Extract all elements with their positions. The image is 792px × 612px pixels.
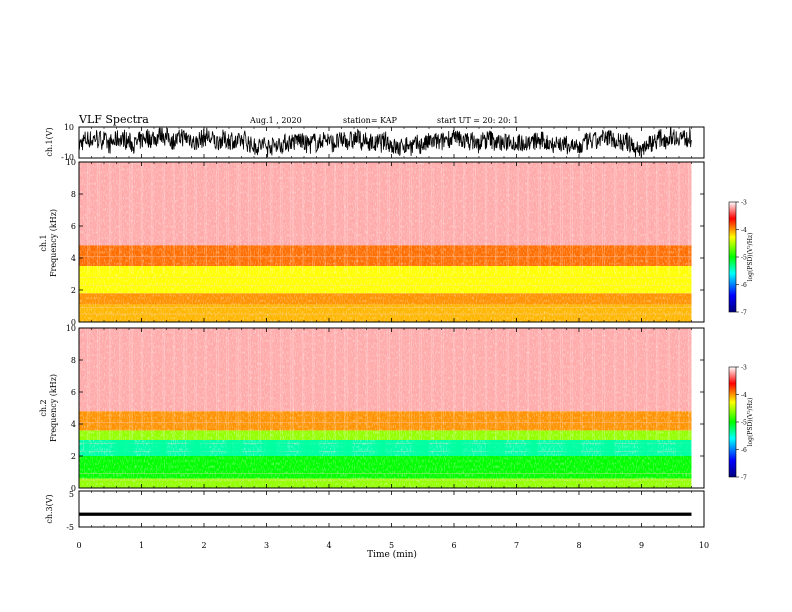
colorbar-tick-label: -5	[741, 420, 747, 427]
ch2-spectrogram-channel-label: ch.2	[39, 399, 48, 416]
ch1-colorbar-ticks: -3 -4 -5 -6 -7	[736, 200, 747, 317]
ch3-ytick-bottom: -5	[66, 523, 74, 532]
spectrogram-cyan-patch	[153, 440, 168, 456]
ytick-label: 8	[71, 356, 76, 365]
ch1-ylabel: ch.1(V)	[45, 127, 54, 156]
colorbar-tick-label: -4	[741, 227, 747, 234]
ytick-label: 10	[66, 158, 76, 167]
time-tick-label: 7	[514, 541, 519, 550]
colorbar-tick-label: -6	[741, 447, 747, 454]
time-tick-label: 6	[451, 541, 456, 550]
time-tick-label: 0	[76, 541, 81, 550]
time-tick-label: 10	[699, 541, 709, 550]
time-axis-tick-labels: 0 1 2 3 4 5 6 7 8 9 10	[76, 541, 709, 550]
ch2-spectrogram-ylabel: Frequency (kHz)	[49, 374, 58, 442]
date-label: Aug.1 , 2020	[249, 116, 302, 125]
spectrogram-cyan-patch	[339, 440, 353, 456]
ch1-ytick-bottom: -10	[61, 153, 74, 162]
spectrogram-cyan-patch	[150, 440, 156, 456]
spectrogram-cyan-patch	[638, 440, 648, 456]
ytick-label: 0	[71, 484, 76, 493]
spectrogram-noise	[79, 162, 692, 322]
colorbar-tick-label: -6	[741, 282, 747, 289]
ch2-spectrogram-yticks: 0 2 4 6 8 10	[66, 324, 704, 493]
spectrogram-empty-tail	[691, 162, 704, 322]
ch1-colorbar-label: log(PSD)(V²/Hz)	[747, 233, 754, 282]
figure-title: VLF Spectra	[78, 113, 149, 126]
ytick-label: 4	[71, 420, 76, 429]
time-tick-label: 4	[326, 541, 331, 550]
time-axis-label: Time (min)	[367, 549, 417, 560]
start-time-label: start UT = 20: 20: 1	[437, 116, 518, 125]
spectrogram-cyan-patch	[336, 440, 342, 456]
spectrogram-cyan-patch	[231, 440, 243, 456]
ch2-colorbar-ticks: -3 -4 -5 -6 -7	[736, 365, 747, 482]
spectrogram-empty-tail	[691, 328, 704, 488]
spectrogram-cyan-patch	[644, 440, 658, 456]
ch3-ytick-top: 5	[69, 490, 74, 499]
spectrogram-cyan-patch	[299, 440, 310, 456]
ytick-label: 6	[71, 388, 76, 397]
spectrogram-cyan-patch	[492, 440, 506, 456]
colorbar-tick-label: -3	[741, 365, 747, 372]
ch3-waveform-ticks	[78, 491, 705, 527]
ytick-label: 4	[71, 254, 76, 263]
spectrogram-cyan-patch	[600, 440, 615, 456]
spectrogram-cyan-patch	[224, 440, 233, 456]
ch2-spectrogram-image	[78, 328, 704, 488]
ch1-waveform-panel: 10 -10 ch.1(V)	[45, 123, 705, 162]
ch1-spectrogram-image	[78, 162, 704, 322]
ytick-label: 2	[71, 452, 76, 461]
ch3-ylabel: ch.3(V)	[45, 494, 54, 523]
colorbar-tick-label: -5	[741, 255, 747, 262]
spectrogram-cyan-patch	[373, 440, 386, 456]
ch1-spectrogram-xticks	[78, 162, 705, 322]
spectrogram-cyan-patch	[678, 440, 691, 456]
colorbar-tick-label: -3	[741, 200, 747, 207]
time-tick-label: 8	[576, 541, 581, 550]
ch2-colorbar-label: log(PSD)(V²/Hz)	[747, 398, 754, 447]
spectrogram-cyan-patch	[85, 440, 89, 456]
spectrogram-cyan-patch	[448, 440, 463, 456]
time-tick-label: 5	[389, 541, 394, 550]
ch3-waveform-frame	[78, 490, 705, 528]
spectrogram-cyan-patch	[485, 440, 495, 456]
time-tick-label: 1	[139, 541, 144, 550]
time-tick-label: 3	[264, 541, 269, 550]
spectrogram-cyan-patch	[261, 440, 277, 456]
ytick-label: 2	[71, 286, 76, 295]
ch1-waveform-ticks	[78, 127, 705, 158]
ch3-waveform-trace	[79, 512, 692, 516]
colorbar-tick-label: -7	[741, 475, 747, 482]
colorbar-tick-label: -7	[741, 310, 747, 317]
ytick-label: 0	[71, 318, 76, 327]
time-tick-label: 9	[639, 541, 644, 550]
station-label: station= KAP	[343, 116, 398, 125]
ytick-label: 8	[71, 190, 76, 199]
ytick-label: 6	[71, 222, 76, 231]
ch3-waveform-panel: 5 -5 ch.3(V)	[45, 490, 705, 532]
spectrogram-cyan-patch	[563, 440, 571, 456]
ytick-label: 10	[66, 324, 76, 333]
time-tick-label: 2	[201, 541, 206, 550]
spectrogram-cyan-patch	[675, 440, 680, 456]
ch1-waveform-line	[78, 127, 692, 158]
spectrogram-cyan-patch	[526, 440, 539, 456]
colorbar-tick-label: -4	[741, 392, 747, 399]
ch1-spectrogram-ylabel: Frequency (kHz)	[49, 209, 58, 277]
spectrogram-cyan-patch	[383, 440, 396, 456]
spectrogram-cyan-patch	[411, 440, 419, 456]
ch2-colorbar	[728, 366, 737, 478]
ch2-spectrogram-xticks	[78, 328, 705, 488]
ch1-spectrogram-channel-label: ch.1	[39, 234, 48, 251]
spectrogram-noise	[79, 328, 692, 488]
ch1-colorbar	[728, 201, 737, 313]
ch1-ytick-top: 10	[64, 123, 74, 132]
spectrogram-cyan-patch	[187, 440, 201, 456]
ch1-spectrogram-yticks: 0 2 4 6 8 10	[66, 158, 704, 327]
spectrogram-cyan-patch	[112, 440, 124, 456]
